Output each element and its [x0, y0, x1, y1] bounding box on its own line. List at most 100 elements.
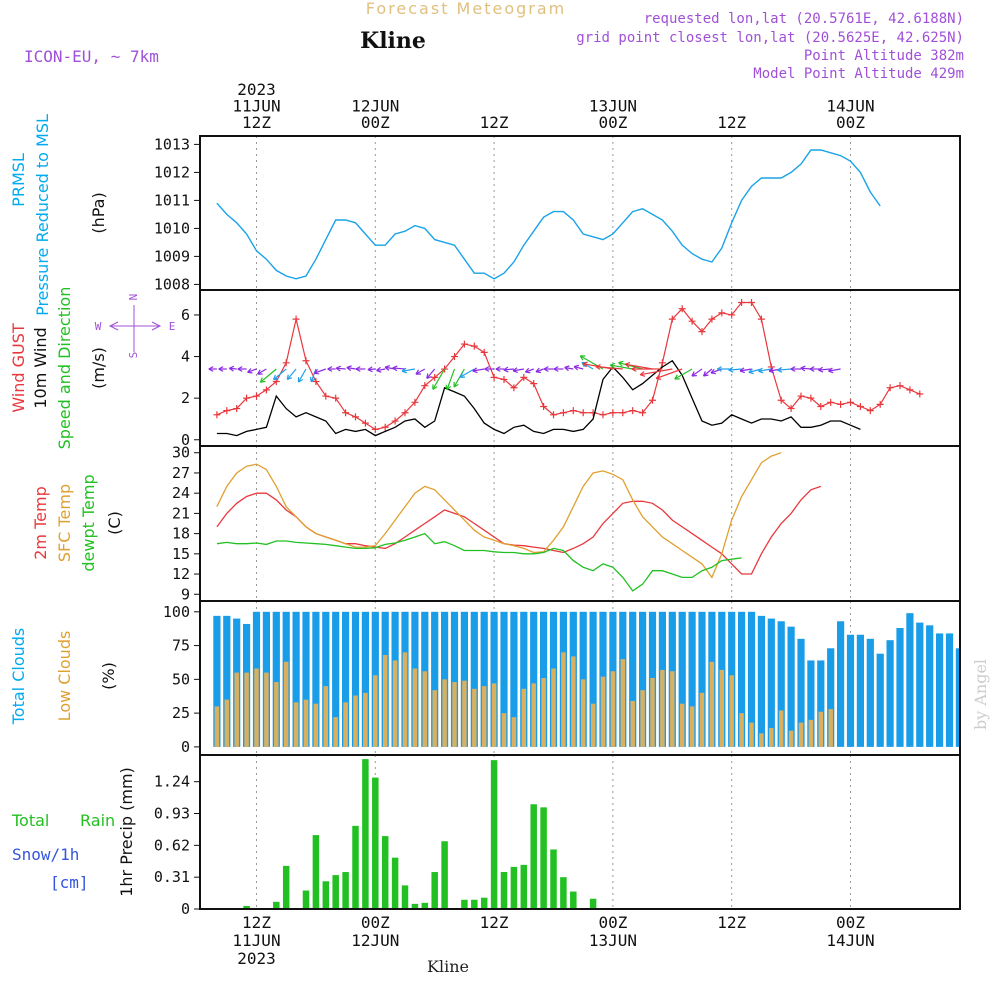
low-cloud-bar — [472, 688, 477, 747]
rain-bar — [530, 804, 537, 909]
gust-point — [896, 382, 904, 390]
wind-arrow-head — [655, 374, 662, 380]
low-cloud-bar — [650, 678, 655, 747]
gust-point — [629, 407, 637, 415]
wind-arrow — [503, 366, 514, 373]
wind-arrow-shaft — [512, 368, 524, 372]
gust-point — [827, 398, 835, 406]
temp-line-1 — [216, 452, 782, 579]
gust-point — [510, 384, 518, 392]
total-cloud-bar — [797, 638, 805, 747]
wind-arrow — [426, 368, 436, 379]
top-time-label: 00Z — [361, 113, 390, 132]
rain-bar — [322, 881, 330, 909]
low-cloud-bar — [818, 711, 824, 747]
wind-arrow-head — [495, 366, 501, 372]
wind-arrow-head — [376, 366, 382, 373]
wind-arrow-shaft — [503, 368, 514, 371]
wind-arrow-shaft — [472, 368, 485, 372]
wind-arrow-shaft — [739, 368, 752, 372]
low-cloud-bar — [491, 683, 497, 747]
panel-frame — [199, 754, 961, 910]
low-cloud-bar — [808, 719, 814, 747]
total-cloud-bar — [510, 611, 518, 747]
wind-arrow — [286, 368, 297, 381]
gust-point — [262, 386, 270, 394]
total-cloud-bar — [906, 613, 914, 747]
total-cloud-bar — [272, 611, 280, 747]
wind-arrow-shaft — [401, 368, 416, 372]
wind-arrow-shaft — [260, 368, 277, 383]
wind-arrow-head — [777, 366, 783, 373]
wind-arrow-head — [573, 364, 580, 371]
wind-arrow-head — [459, 372, 466, 378]
gust-point — [609, 409, 617, 417]
wind-arrow — [702, 368, 713, 377]
total-cloud-bar — [866, 638, 874, 747]
wind-arrow — [273, 368, 287, 381]
low-cloud-bar — [244, 672, 249, 747]
low-cloud-bar — [392, 660, 398, 747]
y-tick-label: 75 — [172, 637, 190, 655]
gust-point — [342, 409, 350, 417]
top-time-label: 12Z — [480, 113, 509, 132]
wind-arrow — [367, 366, 376, 373]
low-cloud-bar — [571, 656, 576, 747]
gust-point — [589, 409, 597, 417]
rain-bar — [490, 760, 498, 909]
wind-arrow — [472, 367, 485, 374]
rain-bar — [312, 835, 320, 909]
precip-label-rain: Rain — [80, 811, 115, 830]
wind-arrow-head — [309, 376, 316, 383]
gust-point — [787, 405, 795, 413]
total-cloud-bar — [480, 611, 488, 747]
gust-point — [807, 394, 815, 402]
wind-arrow-head — [484, 366, 490, 372]
wind-arrow-shaft — [595, 366, 623, 370]
wind-arrow — [553, 366, 564, 372]
gust-point — [658, 359, 666, 367]
wind-arrow — [828, 367, 841, 374]
wind-arrow-shaft — [432, 368, 446, 390]
gust-point — [233, 405, 241, 413]
top-time-label: 12Z — [242, 113, 271, 132]
low-cloud-bar — [699, 692, 705, 747]
rain-bar — [342, 872, 349, 909]
y-tick-label: 15 — [172, 545, 190, 563]
low-cloud-bar — [264, 672, 269, 747]
gust-point — [312, 378, 320, 386]
wind-arrow-shaft — [777, 368, 792, 371]
pressure-unit: (hPa) — [89, 192, 108, 233]
low-cloud-bar — [353, 695, 358, 747]
wind-arrow-head — [313, 369, 320, 375]
wind-arrow — [218, 366, 227, 372]
compass-arrows — [108, 305, 162, 352]
watermark: by Angel — [971, 659, 990, 730]
low-cloud-bar — [759, 733, 764, 747]
total-cloud-bar — [490, 611, 498, 747]
top-time-label: 00Z — [598, 113, 627, 132]
gust-point — [500, 375, 508, 383]
gust-point — [292, 315, 300, 323]
total-cloud-bar — [688, 611, 696, 747]
y-tick-label: 0 — [181, 431, 190, 449]
y-tick-label: 6 — [181, 306, 190, 324]
wind-arrow-shaft — [314, 368, 327, 374]
wind-arrow-head — [710, 368, 716, 375]
wind-arrow-shaft — [376, 368, 386, 372]
wind-arrow — [309, 368, 317, 383]
wind-arrow-shaft — [800, 367, 811, 370]
wind-arrow-head — [717, 366, 722, 372]
footer-location: Kline — [427, 957, 469, 976]
wind-unit: (m/s) — [89, 347, 108, 389]
low-cloud-bar — [442, 679, 447, 747]
wind-arrow-head — [524, 367, 531, 374]
gust-point — [213, 411, 221, 419]
total-cloud-bar — [530, 611, 538, 747]
y-tick-label: 1011 — [154, 191, 190, 209]
wind-arrow — [392, 365, 406, 372]
gust-point — [480, 348, 488, 356]
wind-arrow — [445, 368, 456, 391]
rain-bar — [362, 759, 369, 909]
